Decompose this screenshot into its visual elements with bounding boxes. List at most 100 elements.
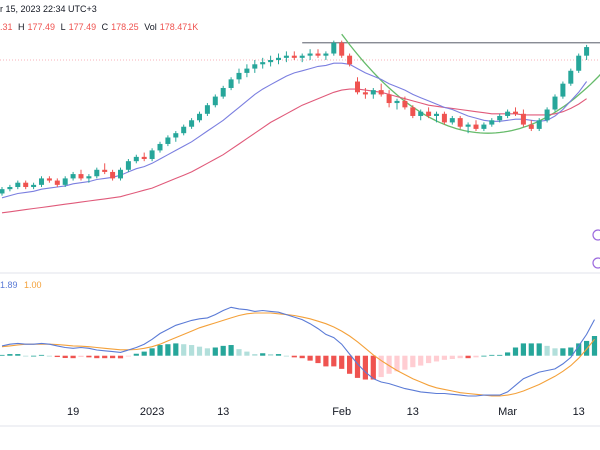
x-tick-label: 13 [407,406,419,418]
candle [449,115,455,125]
macd-histogram-bar [362,355,368,380]
candle [31,182,37,190]
candle-body [204,105,210,114]
candle-body [536,120,542,129]
candle-body [133,156,139,162]
macd-histogram-bar [307,355,313,361]
candle-body [584,47,590,56]
candle-body [236,72,242,80]
macd-histogram-bar [102,355,108,359]
macd-histogram-bar [86,355,92,358]
macd-histogram-bar [378,355,384,378]
candle [141,152,147,162]
macd-value: 1.89 [0,280,18,290]
macd-histogram-bar [0,354,5,356]
ohlc-low: 177.49 [68,22,97,32]
candle-body [362,92,368,95]
macd-histogram-bar [473,355,479,358]
candle [276,53,281,65]
macd-histogram-bar [54,355,60,358]
macd-histogram-bar [512,347,519,356]
macd-histogram-bar [339,355,345,369]
candle [386,90,392,108]
candle-body [173,133,179,138]
candle-body [434,113,439,116]
candle [536,118,542,132]
macd-histogram-bar [441,355,447,360]
candle [544,107,550,123]
candle [331,40,337,56]
candle-body [291,55,297,58]
candle [173,131,179,142]
candle-body [244,68,250,73]
candle-body [528,124,534,129]
ohlc-high: 177.49 [27,22,56,32]
candle-body [15,182,21,188]
candle [378,83,384,97]
candle-body [283,55,289,58]
volume-value: 178.471K [159,22,199,32]
candle-body [410,107,416,116]
candle [568,68,574,86]
candle [236,68,242,84]
macd-histogram-bar [505,352,511,356]
candle [197,111,202,123]
candle [78,169,84,181]
macd-histogram-bar [220,345,226,356]
candle-body [355,81,360,93]
candle [220,85,226,99]
ohlc-high-label: H [18,22,25,32]
x-tick-label: Mar [498,406,517,418]
candle-body [339,42,345,56]
macd-histogram-bar [489,354,495,356]
macd-histogram-bar [38,354,45,356]
candle-body [94,169,100,177]
candle-body [386,94,392,104]
macd-histogram-bar [125,355,131,357]
candle [552,94,558,112]
candle-body [394,100,400,104]
macd-histogram-bar [449,355,455,359]
candle [212,94,218,108]
ma-fast-line [1,62,588,199]
candle-body [276,57,281,60]
candle-body [228,79,234,88]
candle [497,113,503,123]
candle [7,184,13,192]
candle [505,109,511,119]
macd-histogram-bar [418,355,424,366]
macd-histogram-bar [268,354,274,356]
macd-histogram-bar [228,345,234,356]
macd-histogram-bar [141,351,147,356]
candle [355,77,360,95]
candle-body [481,124,487,129]
candle-body [426,111,432,116]
macd-histogram-bar [536,343,542,356]
candle [283,51,289,63]
ohlc-close: 178.25 [111,22,139,32]
candle [418,109,424,121]
macd-histogram-bar [212,347,218,356]
macd-histogram-bar [457,355,463,359]
candle [323,51,329,60]
macd-histogram-bar [196,346,203,356]
x-tick-label: Feb [332,406,351,418]
candle [86,174,92,183]
candle-body [441,113,447,123]
macd-histogram-bar [244,351,250,356]
macd-histogram-bar [7,354,13,356]
macd-histogram-bar [94,355,100,359]
candle [228,77,234,91]
candle-body [315,53,321,56]
ohlc-readout: .31 H 177.49 L 177.49 C 178.25 Vol 178.471K [0,21,201,33]
candle-body [149,150,155,160]
macd-histogram-bar [560,348,566,356]
volume-label: Vol [144,22,157,32]
candle-body [7,187,13,190]
candle-body [39,178,44,185]
candle [181,124,187,136]
candle [560,81,566,99]
candle-body [347,55,353,65]
ohlc-low-label: L [60,22,66,32]
